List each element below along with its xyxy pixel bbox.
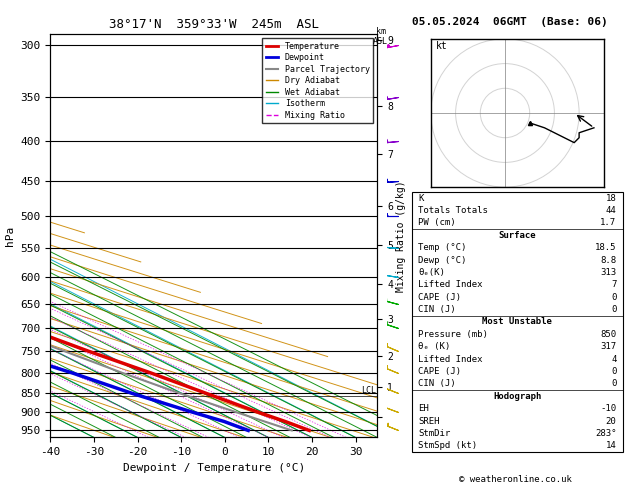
Text: 4: 4 (611, 355, 616, 364)
Text: θₑ (K): θₑ (K) (418, 342, 450, 351)
Title: 38°17'N  359°33'W  245m  ASL: 38°17'N 359°33'W 245m ASL (109, 18, 319, 32)
Text: Hodograph: Hodograph (493, 392, 542, 401)
Text: 18.5: 18.5 (595, 243, 616, 252)
Text: StmDir: StmDir (418, 429, 450, 438)
Text: 44: 44 (606, 206, 616, 215)
Text: 8.8: 8.8 (600, 256, 616, 264)
Text: Lifted Index: Lifted Index (418, 355, 483, 364)
Text: LCL: LCL (361, 386, 376, 395)
Text: 0: 0 (611, 293, 616, 302)
Text: 0: 0 (611, 367, 616, 376)
Text: EH: EH (418, 404, 429, 413)
Text: 14: 14 (606, 441, 616, 451)
Text: CAPE (J): CAPE (J) (418, 293, 461, 302)
Text: CIN (J): CIN (J) (418, 305, 456, 314)
Text: Temp (°C): Temp (°C) (418, 243, 467, 252)
Text: 317: 317 (600, 342, 616, 351)
Text: Surface: Surface (499, 231, 536, 240)
Text: Dewp (°C): Dewp (°C) (418, 256, 467, 264)
Legend: Temperature, Dewpoint, Parcel Trajectory, Dry Adiabat, Wet Adiabat, Isotherm, Mi: Temperature, Dewpoint, Parcel Trajectory… (262, 38, 373, 123)
Text: 283°: 283° (595, 429, 616, 438)
Text: CAPE (J): CAPE (J) (418, 367, 461, 376)
Text: Most Unstable: Most Unstable (482, 317, 552, 327)
Text: CIN (J): CIN (J) (418, 380, 456, 388)
Text: 0: 0 (611, 305, 616, 314)
Text: © weatheronline.co.uk: © weatheronline.co.uk (459, 474, 572, 484)
Text: 1.7: 1.7 (600, 218, 616, 227)
Y-axis label: hPa: hPa (5, 226, 15, 246)
Text: km
ASL: km ASL (373, 27, 388, 46)
X-axis label: Dewpoint / Temperature (°C): Dewpoint / Temperature (°C) (123, 463, 305, 473)
Text: -10: -10 (600, 404, 616, 413)
Text: 850: 850 (600, 330, 616, 339)
Text: Pressure (mb): Pressure (mb) (418, 330, 488, 339)
Text: 313: 313 (600, 268, 616, 277)
Text: 20: 20 (606, 417, 616, 426)
Y-axis label: Mixing Ratio (g/kg): Mixing Ratio (g/kg) (396, 180, 406, 292)
Text: StmSpd (kt): StmSpd (kt) (418, 441, 477, 451)
Text: 05.05.2024  06GMT  (Base: 06): 05.05.2024 06GMT (Base: 06) (412, 17, 608, 27)
Text: 7: 7 (611, 280, 616, 289)
Text: 0: 0 (611, 380, 616, 388)
Text: θₑ(K): θₑ(K) (418, 268, 445, 277)
Text: SREH: SREH (418, 417, 440, 426)
Text: PW (cm): PW (cm) (418, 218, 456, 227)
Text: kt: kt (436, 41, 448, 51)
Text: Totals Totals: Totals Totals (418, 206, 488, 215)
Text: Lifted Index: Lifted Index (418, 280, 483, 289)
Text: 18: 18 (606, 193, 616, 203)
Text: K: K (418, 193, 424, 203)
